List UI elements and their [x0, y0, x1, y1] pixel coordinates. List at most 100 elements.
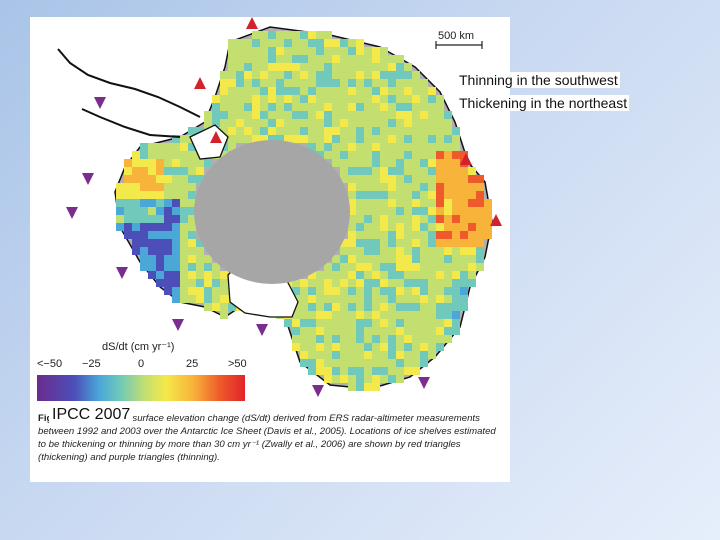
elevation-tile: [372, 319, 380, 327]
elevation-tile: [204, 295, 212, 303]
elevation-tile: [124, 199, 132, 207]
elevation-tile: [388, 87, 396, 95]
elevation-tile: [396, 199, 404, 207]
elevation-tile: [372, 183, 380, 191]
elevation-tile: [444, 215, 452, 223]
elevation-tile: [444, 295, 452, 303]
elevation-tile: [140, 239, 148, 247]
elevation-tile: [220, 95, 228, 103]
elevation-tile: [324, 343, 332, 351]
elevation-tile: [396, 231, 404, 239]
elevation-tile: [388, 55, 396, 63]
elevation-tile: [124, 215, 132, 223]
elevation-tile: [220, 287, 228, 295]
ice-shelf-markers: [66, 17, 502, 397]
elevation-tile: [452, 271, 460, 279]
elevation-tile: [140, 215, 148, 223]
elevation-tile: [348, 215, 356, 223]
elevation-tile: [364, 335, 372, 343]
elevation-tile: [308, 103, 316, 111]
elevation-tile: [244, 111, 252, 119]
elevation-tile: [212, 303, 220, 311]
elevation-tile: [380, 311, 388, 319]
elevation-tile: [300, 71, 308, 79]
elevation-tile: [412, 79, 420, 87]
elevation-tile: [244, 127, 252, 135]
elevation-tile: [316, 143, 324, 151]
elevation-tile: [324, 39, 332, 47]
elevation-tile: [332, 71, 340, 79]
elevation-tile: [292, 319, 300, 327]
elevation-tile: [324, 111, 332, 119]
elevation-tile: [348, 55, 356, 63]
elevation-tile: [340, 47, 348, 55]
elevation-tile: [188, 223, 196, 231]
elevation-tile: [324, 311, 332, 319]
elevation-tile: [316, 319, 324, 327]
elevation-tile: [364, 231, 372, 239]
elevation-tile: [356, 111, 364, 119]
elevation-tile: [308, 295, 316, 303]
elevation-tile: [420, 327, 428, 335]
elevation-tile: [396, 335, 404, 343]
elevation-tile: [300, 335, 308, 343]
elevation-tile: [228, 71, 236, 79]
elevation-tile: [364, 375, 372, 383]
elevation-tile: [308, 119, 316, 127]
elevation-tile: [396, 183, 404, 191]
elevation-tile: [428, 199, 436, 207]
elevation-tile: [444, 263, 452, 271]
elevation-tile: [388, 367, 396, 375]
elevation-tile: [428, 311, 436, 319]
elevation-tile: [172, 223, 180, 231]
elevation-tile: [172, 167, 180, 175]
elevation-tile: [412, 247, 420, 255]
elevation-tile: [180, 271, 188, 279]
elevation-tile: [372, 279, 380, 287]
elevation-tile: [268, 55, 276, 63]
elevation-tile: [396, 111, 404, 119]
elevation-tile: [188, 263, 196, 271]
elevation-tile: [132, 223, 140, 231]
elevation-tile: [340, 375, 348, 383]
elevation-tile: [436, 239, 444, 247]
elevation-tile: [452, 223, 460, 231]
elevation-tile: [148, 247, 156, 255]
elevation-tile: [436, 343, 444, 351]
elevation-tile: [228, 87, 236, 95]
elevation-tile: [412, 223, 420, 231]
elevation-tile: [436, 167, 444, 175]
elevation-tile: [396, 127, 404, 135]
elevation-tile: [324, 271, 332, 279]
elevation-tile: [188, 191, 196, 199]
elevation-tile: [132, 167, 140, 175]
elevation-tile: [396, 159, 404, 167]
elevation-tile: [348, 343, 356, 351]
elevation-tile: [420, 271, 428, 279]
elevation-tile: [180, 151, 188, 159]
elevation-tile: [204, 271, 212, 279]
elevation-tile: [332, 367, 340, 375]
elevation-tile: [180, 295, 188, 303]
elevation-tile: [404, 223, 412, 231]
elevation-tile: [228, 127, 236, 135]
elevation-tile: [428, 327, 436, 335]
elevation-tile: [340, 63, 348, 71]
elevation-tile: [452, 255, 460, 263]
elevation-tile: [404, 175, 412, 183]
elevation-tile: [156, 143, 164, 151]
source-label: IPCC 2007: [49, 406, 134, 424]
elevation-tile: [380, 199, 388, 207]
elevation-tile: [380, 327, 388, 335]
elevation-tile: [380, 103, 388, 111]
elevation-tile: [252, 127, 260, 135]
elevation-tile: [156, 151, 164, 159]
elevation-tile: [380, 343, 388, 351]
elevation-tile: [228, 39, 236, 47]
elevation-tile: [188, 199, 196, 207]
elevation-tile: [364, 127, 372, 135]
elevation-tile: [172, 263, 180, 271]
elevation-tile: [180, 239, 188, 247]
elevation-tile: [252, 95, 260, 103]
elevation-tile: [332, 95, 340, 103]
